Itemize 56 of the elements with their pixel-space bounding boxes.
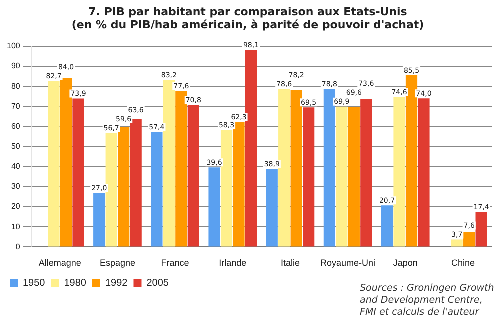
y-tick-label: 90 xyxy=(11,62,21,71)
bar xyxy=(290,90,302,247)
y-tick-label: 20 xyxy=(11,202,21,212)
bar xyxy=(324,88,336,247)
x-tick-label: France xyxy=(161,258,190,268)
bar xyxy=(418,98,430,247)
text: (en % du PIB/hab américain, à parité de pouvoir d'achat) xyxy=(72,18,424,32)
bar xyxy=(48,81,60,247)
y-tick-label: 80 xyxy=(11,82,21,91)
bar xyxy=(406,76,418,247)
bar xyxy=(266,169,278,247)
bar xyxy=(245,50,258,247)
x-tick-label: Chine xyxy=(451,258,475,268)
y-tick-label: 10 xyxy=(11,222,21,232)
y-tick-label: 60 xyxy=(11,122,21,131)
bar xyxy=(130,119,142,247)
text: 7. PIB par habitant par comparaison aux Etats-Unis xyxy=(88,5,408,18)
bar xyxy=(60,78,72,247)
bar xyxy=(233,122,245,247)
legend-label: 1950 xyxy=(23,278,46,289)
bar xyxy=(163,80,175,247)
source-note: Sources : Groningen Growth and Development Centre, FMI et calculs de l'auteur xyxy=(360,283,496,319)
x-tick-label: Espagne xyxy=(100,258,136,268)
bar xyxy=(208,168,220,247)
x-tick-label: Italie xyxy=(280,258,300,268)
x-tick-label: Irlande xyxy=(219,258,247,268)
bar xyxy=(151,132,163,247)
bar xyxy=(360,99,372,247)
x-tick-label: Allemagne xyxy=(38,258,82,268)
y-tick-label: 50 xyxy=(11,142,21,152)
x-tick-label: Japon xyxy=(393,258,418,268)
y-tick-label: 70 xyxy=(11,102,21,111)
bar xyxy=(118,128,130,247)
bar xyxy=(394,97,406,247)
bar xyxy=(94,192,106,247)
bar xyxy=(220,130,233,247)
bar xyxy=(303,108,315,247)
legend-label: 2005 xyxy=(146,278,170,289)
y-tick-label: 0 xyxy=(16,242,21,252)
bar xyxy=(106,133,118,247)
x-tick-label: Royaume-Uni xyxy=(320,258,376,268)
y-tick-label: 100 xyxy=(6,42,21,51)
bar xyxy=(176,91,188,247)
legend-label: 1992 xyxy=(105,278,128,289)
y-tick-label: 40 xyxy=(11,162,21,172)
bar xyxy=(72,98,84,247)
bar xyxy=(476,212,488,247)
bar xyxy=(348,107,360,247)
legend-label: 1980 xyxy=(64,278,87,289)
y-tick-label: 30 xyxy=(11,182,21,192)
bar xyxy=(188,105,200,247)
bar xyxy=(278,89,290,247)
bar xyxy=(451,240,463,247)
bar xyxy=(336,106,348,247)
bar xyxy=(464,232,476,247)
bar xyxy=(381,206,394,247)
